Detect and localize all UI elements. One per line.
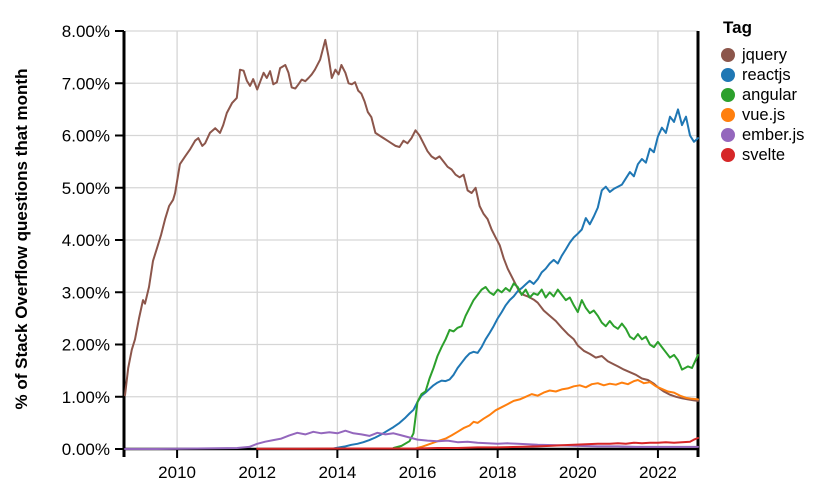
legend-swatch-icon bbox=[721, 108, 735, 122]
y-tick-label: 8.00% bbox=[62, 22, 110, 41]
x-tick-label: 2018 bbox=[479, 463, 517, 482]
legend-item-ember.js: ember.js bbox=[721, 126, 815, 144]
legend-item-svelte: svelte bbox=[721, 146, 815, 164]
legend-swatch-icon bbox=[721, 88, 735, 102]
legend-label: svelte bbox=[742, 146, 786, 164]
legend-items: jquery reactjs angular vue.js ember.js svelte bbox=[721, 46, 815, 164]
legend-label: ember.js bbox=[742, 126, 805, 144]
legend-label: reactjs bbox=[742, 66, 791, 84]
legend-label: angular bbox=[742, 86, 798, 104]
x-tick-label: 2012 bbox=[238, 463, 276, 482]
legend-item-reactjs: reactjs bbox=[721, 66, 815, 84]
y-tick-label: 6.00% bbox=[62, 127, 110, 146]
legend-swatch-icon bbox=[721, 128, 735, 142]
legend-label: vue.js bbox=[742, 106, 786, 124]
x-tick-label: 2010 bbox=[158, 463, 196, 482]
y-tick-label: 4.00% bbox=[62, 231, 110, 250]
legend-item-vue.js: vue.js bbox=[721, 106, 815, 124]
series-line-angular bbox=[392, 282, 699, 449]
series-line-vue.js bbox=[414, 379, 699, 450]
legend-swatch-icon bbox=[721, 68, 735, 82]
series-line-ember.js bbox=[124, 429, 699, 450]
y-tick-label: 5.00% bbox=[62, 179, 110, 198]
y-tick-label: 0.00% bbox=[62, 440, 110, 459]
x-tick-label: 2020 bbox=[559, 463, 597, 482]
series-line-reactjs bbox=[332, 108, 699, 450]
x-tick-label: 2022 bbox=[639, 463, 677, 482]
legend-label: jquery bbox=[742, 46, 787, 64]
legend-swatch-icon bbox=[721, 148, 735, 162]
y-tick-label: 2.00% bbox=[62, 336, 110, 355]
legend-item-angular: angular bbox=[721, 86, 815, 104]
legend-title: Tag bbox=[723, 18, 752, 37]
y-tick-label: 3.00% bbox=[62, 283, 110, 302]
y-tick-label: 7.00% bbox=[62, 74, 110, 93]
legend-swatch-icon bbox=[721, 48, 735, 62]
series-line-jquery bbox=[124, 38, 699, 402]
legend-item-jquery: jquery bbox=[721, 46, 815, 64]
x-tick-label: 2016 bbox=[399, 463, 437, 482]
series-line-svelte bbox=[256, 437, 699, 450]
y-tick-label: 1.00% bbox=[62, 388, 110, 407]
legend: Tag jquery reactjs angular vue.js ember.js sv… bbox=[721, 18, 815, 168]
x-tick-label: 2014 bbox=[318, 463, 356, 482]
